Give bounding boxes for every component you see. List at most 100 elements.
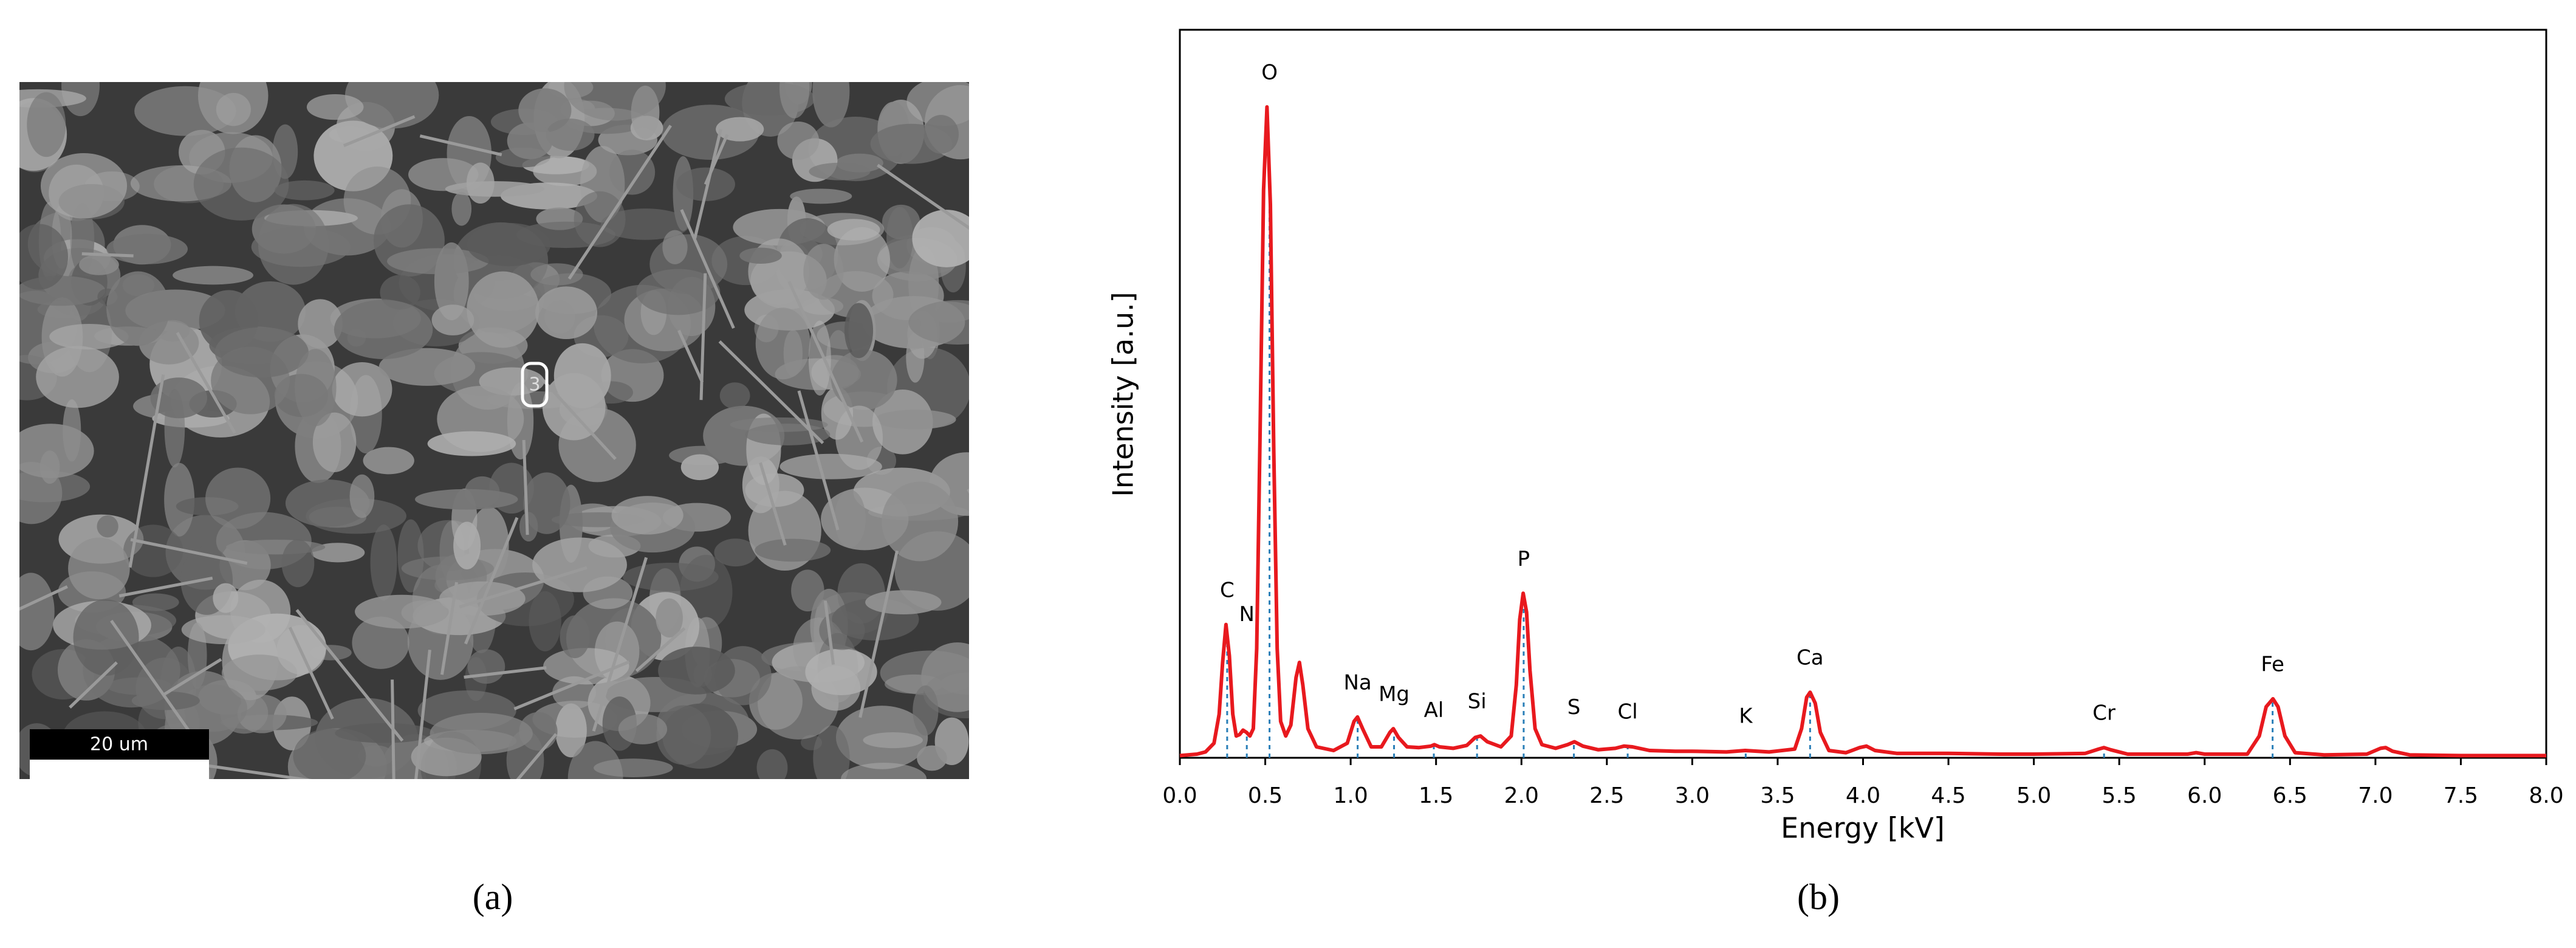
particle xyxy=(237,695,287,733)
x-tick-label: 1.0 xyxy=(1333,783,1368,808)
particle xyxy=(827,219,880,241)
sem-image: 20 um 3 xyxy=(19,82,969,779)
particle xyxy=(834,490,866,548)
peak-label: Si xyxy=(1468,690,1487,714)
sem-particles xyxy=(19,82,969,779)
particle xyxy=(179,684,247,732)
x-tick-label: 5.5 xyxy=(2102,783,2137,808)
particle xyxy=(532,537,627,592)
fiber xyxy=(759,462,787,546)
particle xyxy=(344,82,439,129)
fiber xyxy=(295,609,404,742)
fiber xyxy=(176,332,236,434)
particle xyxy=(507,122,553,159)
particle xyxy=(813,725,850,779)
peak-label: N xyxy=(1239,602,1254,627)
particle xyxy=(363,447,414,475)
fiber xyxy=(567,125,672,280)
fiber xyxy=(592,557,648,732)
fiber xyxy=(538,374,617,460)
particle xyxy=(36,346,119,408)
particle xyxy=(546,118,595,151)
particle xyxy=(719,382,750,409)
particle xyxy=(97,515,118,538)
particle xyxy=(306,498,406,534)
particle xyxy=(79,254,119,275)
particle xyxy=(68,537,130,600)
particle xyxy=(19,470,91,503)
fiber xyxy=(516,733,558,779)
fiber xyxy=(677,329,704,383)
particle xyxy=(106,233,188,264)
particle xyxy=(214,327,309,378)
fiber xyxy=(513,660,630,710)
fiber xyxy=(19,585,68,611)
particle xyxy=(544,300,575,334)
fiber xyxy=(858,550,899,718)
fiber xyxy=(680,208,735,329)
fiber xyxy=(967,489,969,494)
peak-label: Cr xyxy=(2092,701,2115,726)
particle xyxy=(19,424,94,478)
scale-bar-label: 20 um xyxy=(90,734,148,755)
scale-bar xyxy=(30,729,209,760)
x-tick-label: 1.5 xyxy=(1419,783,1453,808)
particle xyxy=(553,343,611,408)
particle xyxy=(49,323,129,350)
peak-label: Mg xyxy=(1379,682,1410,707)
particle xyxy=(594,758,673,777)
peak-label: P xyxy=(1518,547,1530,571)
x-axis-label: Energy [kV] xyxy=(1781,812,1945,845)
peak-label: Ca xyxy=(1797,646,1824,670)
particle xyxy=(755,538,831,562)
peak-label: Cl xyxy=(1618,699,1638,724)
fiber xyxy=(797,390,840,531)
particle xyxy=(61,82,100,117)
particle xyxy=(560,615,590,659)
particle xyxy=(574,191,626,247)
fiber xyxy=(130,538,248,565)
particle xyxy=(251,227,351,267)
x-tick-label: 5.0 xyxy=(2016,783,2051,808)
particle xyxy=(623,562,719,591)
fiber xyxy=(718,340,824,444)
particle xyxy=(730,417,828,432)
particle xyxy=(293,729,366,779)
particle xyxy=(370,524,397,601)
particle xyxy=(123,524,183,577)
fiber xyxy=(414,650,431,779)
particle xyxy=(908,300,969,345)
particle xyxy=(882,481,959,562)
fiber xyxy=(81,252,134,258)
particle xyxy=(756,749,788,779)
particle xyxy=(150,377,208,419)
particle xyxy=(812,82,850,128)
particle xyxy=(453,521,481,570)
particle xyxy=(467,649,505,684)
particle xyxy=(865,590,942,615)
particle xyxy=(875,410,956,430)
particle xyxy=(680,454,719,481)
particle xyxy=(841,763,927,779)
particle xyxy=(886,207,913,269)
particle xyxy=(791,569,824,612)
particle xyxy=(716,117,764,142)
particle xyxy=(790,188,852,204)
fiber xyxy=(182,760,312,779)
particle xyxy=(281,539,315,588)
particle xyxy=(164,462,195,537)
marker-box xyxy=(521,362,549,408)
fiber xyxy=(464,517,519,645)
particle xyxy=(216,92,251,126)
peak-label: Na xyxy=(1344,670,1372,695)
fiber xyxy=(69,661,118,709)
fiber xyxy=(459,566,587,609)
fiber xyxy=(440,582,459,675)
particle xyxy=(636,269,721,315)
particle xyxy=(427,431,516,456)
x-tick-label: 2.5 xyxy=(1589,783,1624,808)
caption-b: (b) xyxy=(1797,877,1840,917)
fiber xyxy=(162,658,222,696)
particle xyxy=(73,599,139,676)
